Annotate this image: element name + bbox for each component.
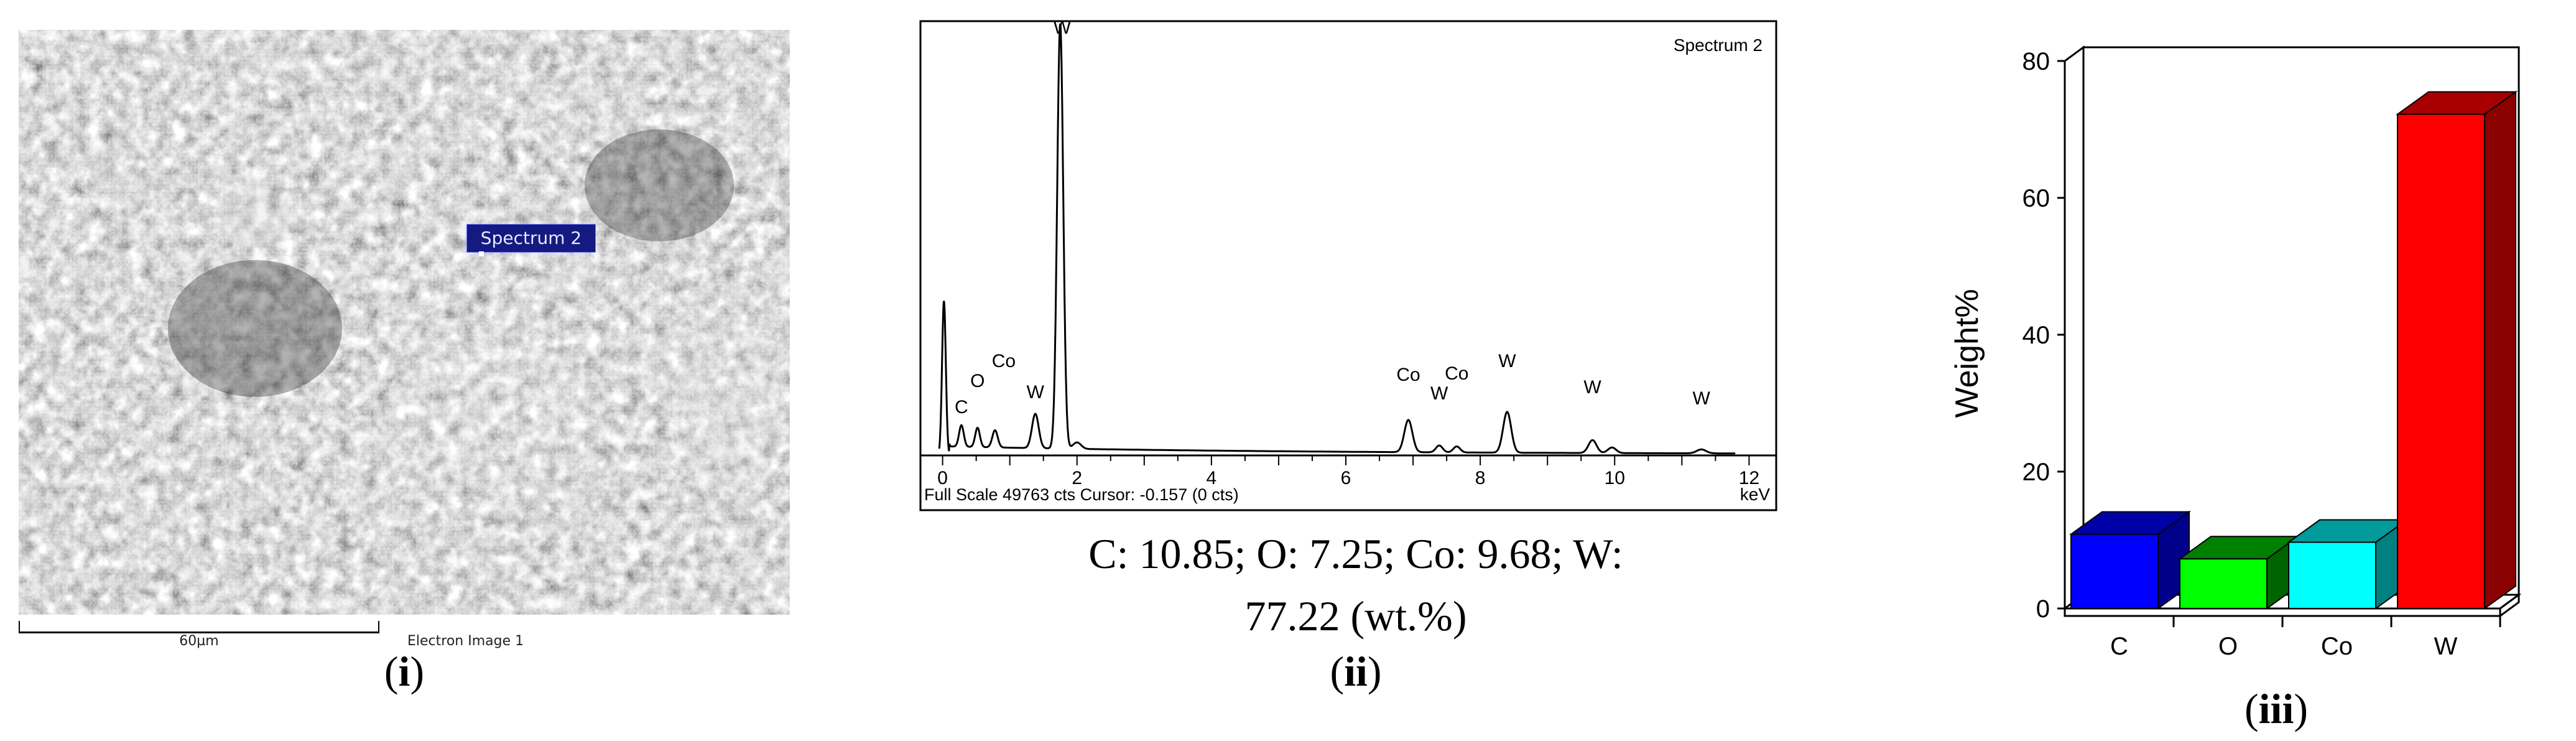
bar-side-face [2484, 90, 2516, 610]
eds-peak-label: W [1692, 388, 1710, 409]
bar-y-axis-label: Weight% [1949, 289, 1985, 417]
bar-left-wall [2064, 45, 2085, 610]
sem-footer: 60µm Electron Image 1 [19, 615, 790, 652]
eds-tick-label: 6 [1341, 468, 1351, 488]
bar-x-tick-label: O [2218, 633, 2238, 660]
scale-bar-label: 60µm [179, 633, 219, 649]
bar-front-face [2070, 533, 2159, 610]
caption-ii: (ii) [1330, 648, 1382, 695]
weight-bar-chart: 0 20 40 60 80 C O Co W Weight% [1949, 45, 2522, 660]
bar-c [2069, 510, 2192, 610]
eds-peak-label: W [1027, 382, 1045, 403]
bar-o [2177, 535, 2300, 610]
eds-peak-label: W [1498, 351, 1516, 371]
eds-tick-label: 10 [1605, 468, 1625, 488]
bar-y-tick-label: 80 [2022, 48, 2050, 75]
bar-y-axis: 0 20 40 60 80 [2022, 48, 2065, 623]
caption-i: (i) [384, 648, 425, 695]
eds-unit-label: keV [1740, 485, 1771, 504]
eds-peak-label: Co [1396, 365, 1420, 385]
eds-peak-label: C [955, 397, 968, 417]
bar-floor-side [2499, 593, 2520, 618]
eds-footer: Full Scale 49763 cts Cursor: -0.157 (0 c… [924, 485, 1239, 504]
composition-line-1: C: 10.85; O: 7.25; Co: 9.68; W: [1088, 530, 1623, 577]
eds-peak-label: O [970, 371, 985, 391]
eds-spectrum-line [938, 23, 1736, 455]
eds-peak-label: W [1430, 383, 1448, 404]
eds-peak-label: W [1583, 377, 1601, 398]
eds-axis: 0 2 4 6 8 10 12 [920, 454, 1776, 488]
bar-floor-edge [2064, 607, 2501, 617]
bar-front-face [2397, 113, 2485, 609]
bar-x-axis: C O Co W [2110, 616, 2501, 660]
bar-x-tick-label: C [2110, 633, 2128, 660]
bar-w [2395, 90, 2518, 610]
sem-micrograph [19, 30, 790, 615]
eds-peak-label: Co [1445, 363, 1468, 384]
bar-front-face [2288, 541, 2376, 610]
spectrum-marker-label: Spectrum 2 [466, 224, 596, 253]
eds-peak-label: W [1054, 20, 1072, 38]
composition-line-2: 77.22 (wt.%) [1244, 592, 1467, 640]
spectrum-marker-point [479, 251, 484, 256]
bar-x-tick-label: W [2434, 633, 2458, 660]
electron-image-label: Electron Image 1 [407, 633, 524, 649]
eds-tick-label: 4 [1207, 468, 1217, 488]
bar-y-tick-label: 60 [2022, 185, 2050, 212]
bar-y-tick-label: 20 [2022, 459, 2050, 486]
bar-y-tick-label: 0 [2036, 595, 2050, 623]
eds-title: Spectrum 2 [1674, 35, 1763, 55]
eds-tick-label: 0 [937, 468, 948, 488]
bar-series [2069, 90, 2518, 610]
bar-x-tick-label: Co [2321, 633, 2353, 660]
eds-tick-label: 12 [1739, 468, 1759, 488]
bar-y-tick-label: 40 [2022, 322, 2050, 349]
bar-co [2286, 518, 2409, 610]
eds-frame [919, 20, 1777, 511]
scale-bar [19, 621, 379, 633]
sem-panel: Spectrum 2 60µm Electron Image 1 [19, 30, 790, 652]
composition-text: C: 10.85; O: 7.25; Co: 9.68; W: 77.22 (w… [920, 523, 1791, 647]
bar-front-face [2179, 558, 2268, 609]
eds-tick-label: 2 [1072, 468, 1082, 488]
eds-tick-label: 8 [1475, 468, 1486, 488]
eds-peak-label: Co [992, 351, 1016, 371]
caption-iii: (iii) [2245, 685, 2308, 732]
